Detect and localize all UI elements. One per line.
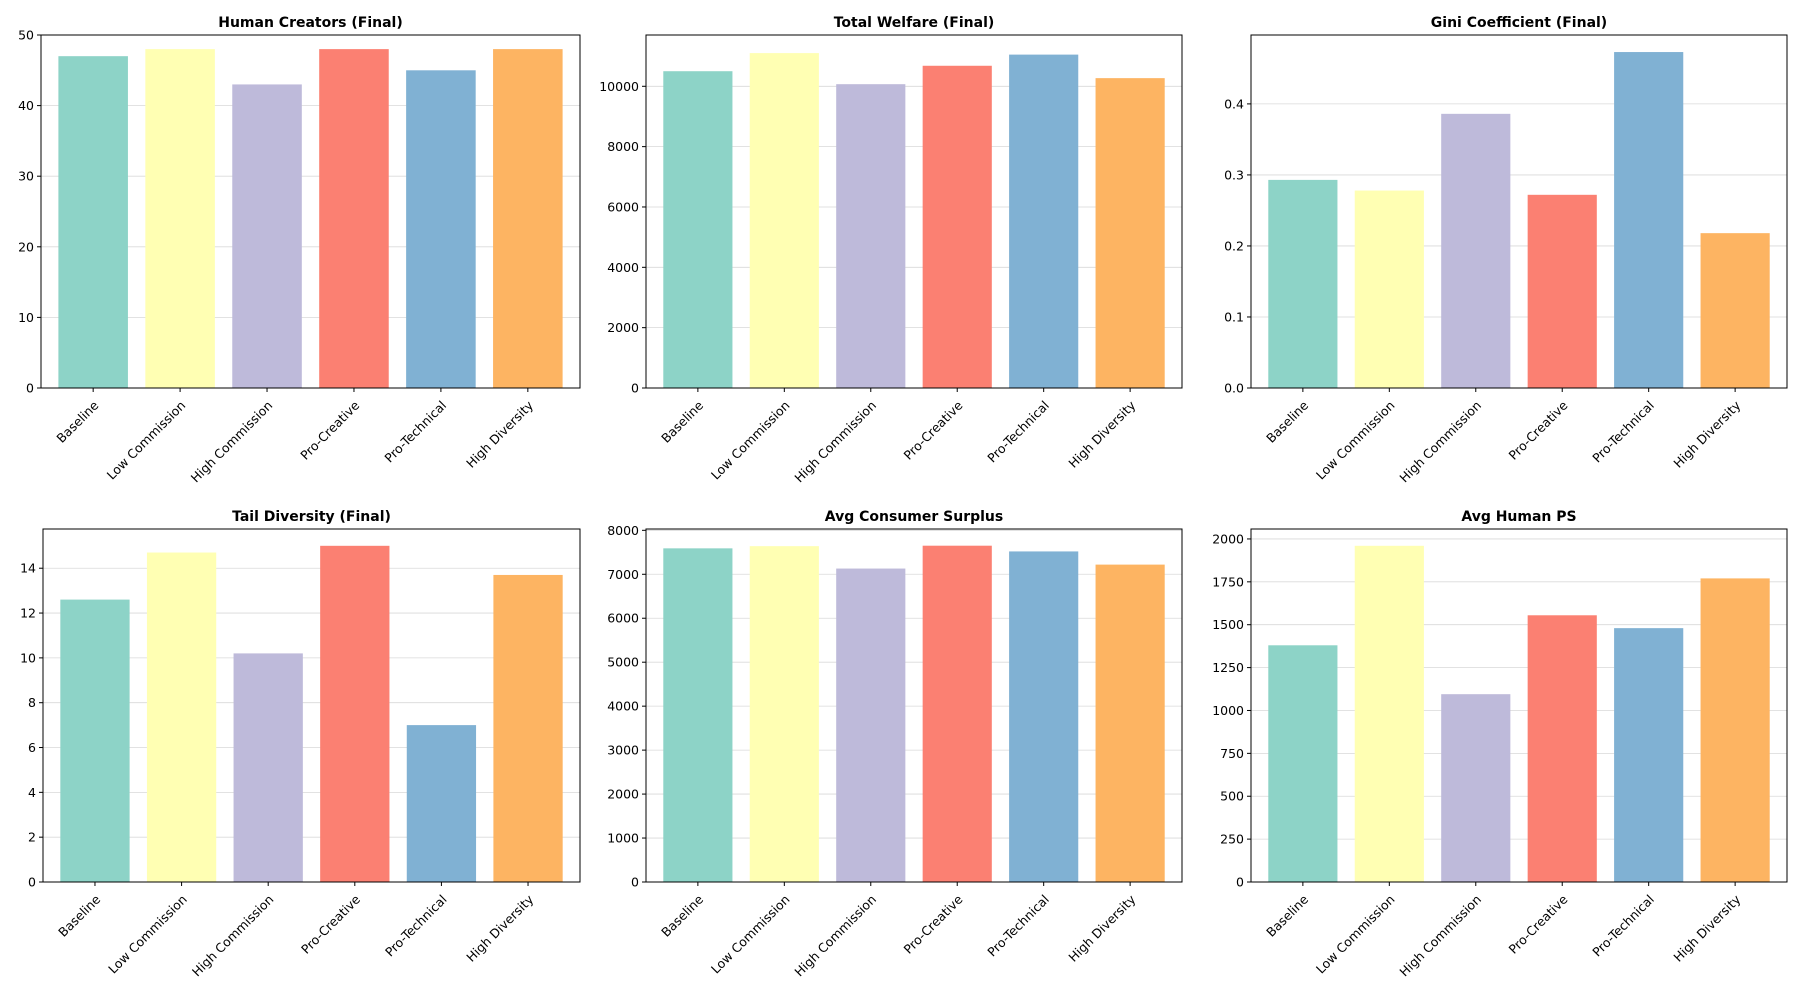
bar-low-commission bbox=[1354, 545, 1424, 882]
y-tick-label: 12 bbox=[20, 606, 36, 621]
y-tick-label: 8000 bbox=[607, 523, 639, 538]
axes-frame bbox=[645, 34, 1183, 389]
y-tick-label: 750 bbox=[1220, 746, 1244, 761]
axes-frame bbox=[1250, 34, 1788, 389]
axes-frame bbox=[42, 528, 581, 883]
y-tick-label: 500 bbox=[1220, 789, 1244, 804]
bar-pro-creative bbox=[319, 49, 389, 389]
bar-high-commission bbox=[233, 653, 303, 882]
bar-low-commission bbox=[749, 53, 819, 388]
y-tick-label: 1750 bbox=[1212, 574, 1244, 589]
bar-pro-creative bbox=[1527, 615, 1597, 882]
y-tick-label: 6000 bbox=[607, 199, 639, 214]
chart-title: Tail Diversity (Final) bbox=[232, 509, 391, 525]
y-tick-label: 250 bbox=[1220, 832, 1244, 847]
y-tick-label: 8000 bbox=[607, 139, 639, 154]
y-tick-label: 10000 bbox=[599, 79, 639, 94]
bar-high-diversity bbox=[1700, 233, 1770, 388]
y-tick-label: 0 bbox=[26, 381, 34, 396]
y-tick-label: 6000 bbox=[607, 611, 639, 626]
y-tick-label: 1000 bbox=[607, 831, 639, 846]
bar-pro-technical bbox=[1614, 52, 1684, 389]
bar-high-commission bbox=[836, 84, 906, 389]
chart-title: Gini Coefficient (Final) bbox=[1431, 15, 1607, 31]
y-tick-label: 0 bbox=[631, 875, 639, 890]
bar-low-commission bbox=[749, 546, 819, 882]
bar-pro-creative bbox=[922, 545, 992, 882]
bar-high-commission bbox=[1441, 694, 1511, 882]
bar-high-commission bbox=[1441, 113, 1511, 388]
bar-pro-creative bbox=[922, 65, 992, 389]
axes-frame bbox=[645, 528, 1183, 883]
y-tick-label: 2 bbox=[28, 830, 36, 845]
y-tick-label: 2000 bbox=[607, 320, 639, 335]
y-tick-label: 2000 bbox=[1212, 531, 1244, 546]
y-tick-label: 0 bbox=[1236, 875, 1244, 890]
y-tick-label: 0 bbox=[28, 875, 36, 890]
y-tick-label: 7000 bbox=[607, 567, 639, 582]
bar-low-commission bbox=[145, 49, 215, 389]
y-tick-label: 0.2 bbox=[1224, 238, 1244, 253]
axes-frame bbox=[1250, 528, 1788, 883]
bar-high-diversity bbox=[1095, 78, 1165, 388]
y-tick-label: 0 bbox=[631, 381, 639, 396]
bar-pro-technical bbox=[406, 725, 477, 882]
chart-title: Avg Human PS bbox=[1461, 509, 1576, 525]
chart-title: Total Welfare (Final) bbox=[834, 15, 995, 31]
y-tick-label: 40 bbox=[18, 98, 34, 113]
bar-baseline bbox=[663, 71, 733, 389]
bar-baseline bbox=[60, 599, 130, 882]
y-tick-label: 5000 bbox=[607, 655, 639, 670]
bar-high-commission bbox=[836, 568, 906, 882]
bar-baseline bbox=[58, 56, 128, 389]
y-tick-label: 1250 bbox=[1212, 660, 1244, 675]
bar-pro-creative bbox=[1527, 194, 1597, 388]
bar-high-commission bbox=[232, 84, 302, 389]
bar-baseline bbox=[663, 548, 733, 882]
y-tick-label: 6 bbox=[28, 740, 36, 755]
chart-title: Human Creators (Final) bbox=[218, 15, 402, 31]
bar-high-diversity bbox=[1700, 578, 1770, 882]
y-tick-label: 20 bbox=[18, 239, 34, 254]
bar-baseline bbox=[1268, 645, 1338, 882]
bar-pro-technical bbox=[406, 70, 476, 389]
y-tick-label: 14 bbox=[20, 561, 36, 576]
axes-frame bbox=[40, 34, 581, 389]
y-tick-label: 10 bbox=[18, 310, 34, 325]
bar-pro-technical bbox=[1614, 628, 1684, 882]
y-tick-label: 0.3 bbox=[1224, 167, 1244, 182]
y-tick-label: 8 bbox=[28, 695, 36, 710]
y-tick-label: 2000 bbox=[607, 787, 639, 802]
y-tick-label: 10 bbox=[20, 650, 36, 665]
y-tick-label: 3000 bbox=[607, 743, 639, 758]
bar-baseline bbox=[1268, 179, 1338, 388]
bar-pro-technical bbox=[1009, 551, 1079, 882]
y-tick-label: 30 bbox=[18, 169, 34, 184]
y-tick-label: 0.0 bbox=[1224, 381, 1244, 396]
bar-high-diversity bbox=[493, 49, 563, 389]
bar-pro-creative bbox=[320, 545, 390, 882]
bar-high-diversity bbox=[1095, 564, 1165, 882]
bar-high-diversity bbox=[493, 574, 563, 882]
bar-low-commission bbox=[146, 552, 217, 882]
y-tick-label: 50 bbox=[18, 28, 34, 43]
y-tick-label: 4000 bbox=[607, 699, 639, 714]
y-tick-label: 1500 bbox=[1212, 617, 1244, 632]
chart-title: Avg Consumer Surplus bbox=[825, 509, 1003, 525]
y-tick-label: 1000 bbox=[1212, 703, 1244, 718]
y-tick-label: 0.1 bbox=[1224, 309, 1244, 324]
bar-pro-technical bbox=[1009, 54, 1079, 389]
bar-low-commission bbox=[1354, 190, 1424, 388]
y-tick-label: 4 bbox=[28, 785, 36, 800]
y-tick-label: 4000 bbox=[607, 260, 639, 275]
y-tick-label: 0.4 bbox=[1224, 96, 1244, 111]
